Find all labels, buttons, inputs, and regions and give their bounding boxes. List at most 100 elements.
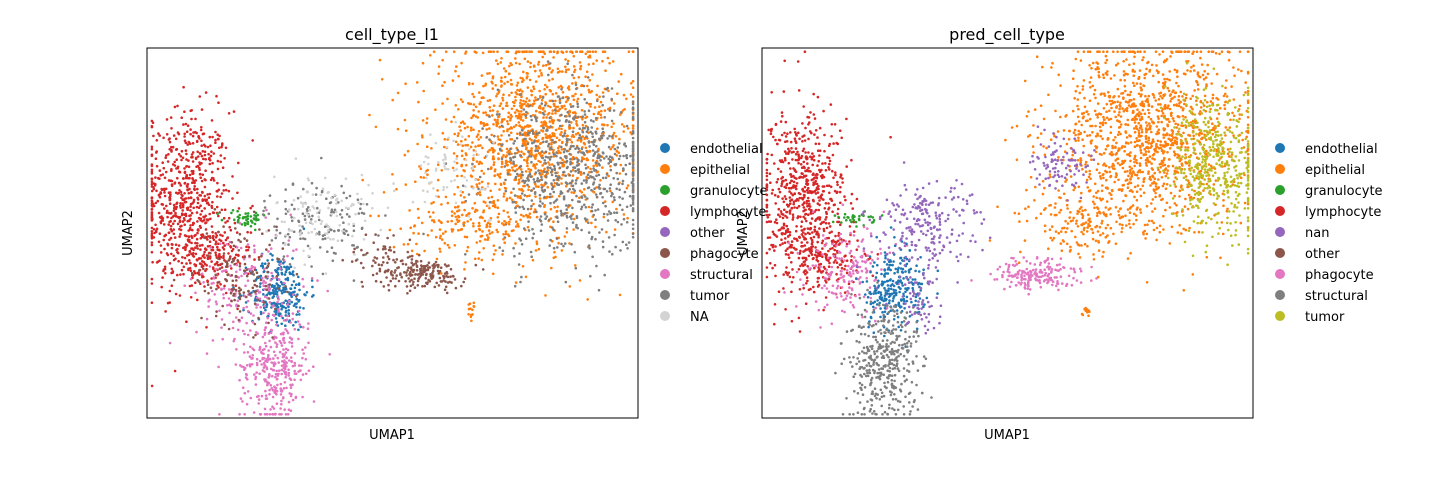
data-point: [796, 60, 800, 63]
data-point: [202, 267, 205, 271]
data-point: [160, 188, 164, 191]
data-point: [495, 59, 498, 62]
data-point: [255, 395, 259, 399]
data-point: [785, 224, 789, 228]
data-point: [534, 157, 537, 160]
data-point: [262, 209, 265, 213]
data-point: [261, 262, 264, 265]
data-point: [185, 158, 188, 161]
data-point: [541, 202, 544, 205]
data-point: [209, 286, 213, 290]
data-point: [199, 213, 202, 216]
data-point: [189, 277, 193, 281]
data-point: [529, 89, 533, 92]
data-point: [521, 119, 525, 122]
data-point: [222, 216, 226, 220]
data-point: [318, 246, 322, 249]
data-point: [359, 261, 363, 265]
data-point: [623, 190, 627, 194]
data-point: [525, 110, 528, 114]
data-point: [564, 65, 567, 69]
data-point: [518, 252, 521, 255]
data-point: [270, 361, 274, 364]
data-point: [781, 216, 785, 220]
data-point: [583, 203, 586, 207]
data-point: [251, 139, 254, 142]
data-point: [251, 204, 254, 208]
data-point: [287, 312, 291, 315]
data-point: [560, 242, 563, 246]
data-point: [492, 50, 495, 53]
data-point: [408, 255, 412, 258]
data-point: [522, 108, 526, 111]
data-point: [243, 391, 247, 395]
data-point: [273, 175, 276, 179]
data-point: [216, 284, 219, 287]
data-point: [498, 125, 502, 129]
data-point: [606, 56, 610, 60]
data-point: [582, 84, 586, 88]
data-point: [163, 191, 166, 194]
data-point: [545, 215, 549, 218]
data-point: [590, 221, 593, 225]
data-point: [150, 282, 154, 285]
data-point: [245, 245, 248, 249]
data-point: [421, 61, 425, 65]
data-point: [293, 378, 296, 382]
data-point: [302, 227, 306, 230]
data-point: [586, 173, 590, 176]
data-point: [509, 156, 512, 160]
data-point: [191, 142, 195, 145]
data-point: [199, 128, 203, 132]
data-point: [289, 394, 293, 398]
data-point: [543, 110, 547, 113]
data-point: [299, 195, 303, 198]
data-point: [407, 277, 411, 280]
data-point: [251, 354, 254, 357]
data-point: [451, 79, 455, 82]
data-point: [776, 142, 779, 146]
data-point: [201, 150, 205, 153]
data-point: [190, 156, 193, 159]
data-point: [267, 297, 271, 300]
data-point: [585, 130, 589, 133]
data-point: [222, 254, 225, 258]
data-point: [193, 188, 196, 192]
data-point: [588, 170, 591, 174]
data-point: [509, 119, 512, 122]
data-point: [278, 231, 282, 235]
data-point: [150, 237, 154, 240]
data-point: [502, 233, 505, 236]
data-point: [216, 133, 219, 136]
data-point: [603, 273, 606, 277]
data-point: [518, 237, 521, 240]
data-point: [541, 130, 545, 133]
data-point: [543, 195, 546, 199]
data-point: [419, 175, 423, 179]
data-point: [788, 275, 792, 279]
data-point: [463, 126, 467, 130]
data-point: [549, 192, 552, 196]
data-point: [202, 281, 205, 284]
data-point: [295, 302, 299, 305]
data-point: [217, 101, 220, 104]
data-point: [797, 204, 801, 208]
data-point: [580, 160, 583, 163]
legend-label: other: [690, 226, 725, 241]
data-point: [592, 164, 595, 168]
data-point: [568, 285, 572, 288]
data-point: [514, 91, 518, 94]
data-point: [502, 93, 505, 96]
data-point: [415, 269, 419, 272]
data-point: [583, 142, 587, 146]
data-point: [839, 201, 842, 205]
data-point: [308, 208, 312, 212]
data-point: [292, 304, 296, 308]
data-point: [172, 232, 176, 236]
data-point: [533, 180, 537, 184]
data-point: [372, 241, 376, 244]
data-point: [244, 216, 247, 219]
data-point: [267, 212, 271, 216]
data-point: [479, 235, 483, 238]
data-point: [291, 317, 295, 321]
